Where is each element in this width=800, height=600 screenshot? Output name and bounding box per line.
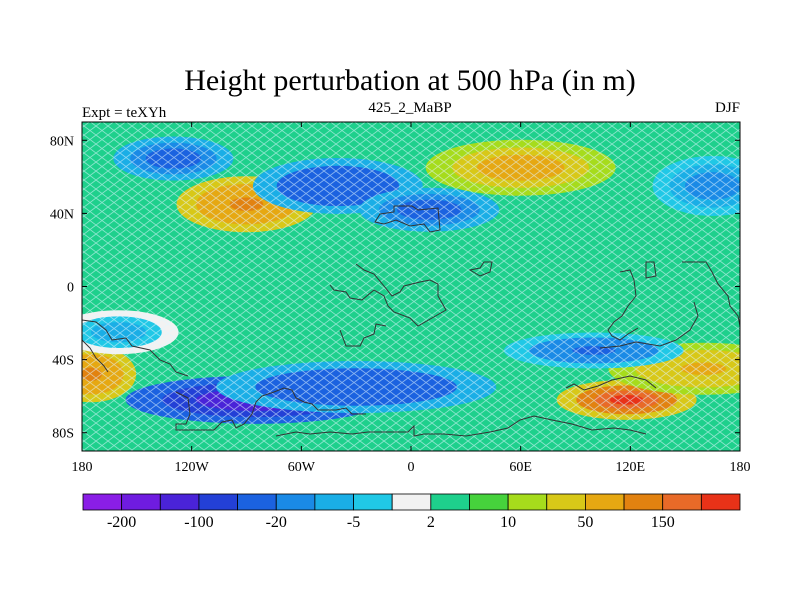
coastline-africa xyxy=(329,263,447,327)
x-tick-label: 60W xyxy=(288,460,316,475)
colorbar-label: 150 xyxy=(651,514,675,531)
y-tick-label: 0 xyxy=(67,281,74,296)
colorbar-label: -5 xyxy=(347,514,360,531)
colorbar-box xyxy=(700,493,741,511)
coastline-africa-south xyxy=(339,323,387,347)
y-tick-label: 80N xyxy=(50,134,74,149)
colorbar-box xyxy=(353,493,393,511)
colorbar-box xyxy=(546,493,586,511)
colorbar-box xyxy=(469,493,509,511)
x-tick-label: 0 xyxy=(408,460,415,475)
colorbar-box xyxy=(507,493,548,511)
y-tick-label: 80S xyxy=(52,427,74,442)
colorbar-box xyxy=(585,493,625,511)
colorbar-label: -200 xyxy=(107,514,136,531)
x-axis: 180 120W 60W 0 60E 120E 180 xyxy=(72,122,751,475)
x-tick-label: 60E xyxy=(509,460,532,475)
coastline-antarctica-west xyxy=(175,387,366,431)
colorbar-box xyxy=(430,493,470,511)
colorbar-box xyxy=(314,493,354,511)
colorbar-label: 10 xyxy=(500,514,516,531)
colorbar-box xyxy=(82,493,123,511)
colorbar: -200 -100 -20 -5 2 10 50 150 xyxy=(82,493,741,531)
colorbar-box xyxy=(623,493,664,511)
right-string: DJF xyxy=(715,100,740,116)
coastlines xyxy=(82,205,740,437)
y-tick-label: 40N xyxy=(50,207,74,222)
colorbar-label: 2 xyxy=(427,514,435,531)
coastline-maritime xyxy=(645,261,657,279)
coastline-asia-east xyxy=(607,269,639,341)
x-tick-label: 180 xyxy=(72,460,93,475)
colorbar-box xyxy=(391,493,432,511)
coastline-mediterranean xyxy=(374,205,441,233)
y-axis: 80N 40N 0 40S 80S xyxy=(50,134,740,442)
colorbar-label: -100 xyxy=(184,514,213,531)
plot-area xyxy=(82,122,740,451)
mesh-overlay xyxy=(82,122,740,451)
colorbar-box xyxy=(121,493,161,511)
coastline-south-america-west xyxy=(82,319,189,377)
coastline-ross xyxy=(565,375,657,391)
x-tick-label: 120W xyxy=(175,460,210,475)
coastline-arabia xyxy=(468,261,493,277)
colorbar-box xyxy=(275,493,316,511)
coastline-antarctica xyxy=(275,415,647,437)
colorbar-box xyxy=(662,493,702,511)
colorbar-box xyxy=(198,493,238,511)
colorbar-label: 50 xyxy=(577,514,593,531)
colorbar-label: -20 xyxy=(266,514,287,531)
x-tick-label: 180 xyxy=(730,460,751,475)
chart-title: Height perturbation at 500 hPa (in m) xyxy=(184,64,636,97)
center-string: 425_2_MaBP xyxy=(368,100,451,116)
y-tick-label: 40S xyxy=(52,354,74,369)
coastline-australia xyxy=(599,301,699,349)
colorbar-box xyxy=(159,493,200,511)
x-tick-label: 120E xyxy=(616,460,646,475)
coastline-pacific xyxy=(682,261,740,327)
coastline-south-pacific xyxy=(82,339,109,373)
colorbar-box xyxy=(237,493,277,511)
left-string: Expt = teXYh xyxy=(82,105,167,121)
